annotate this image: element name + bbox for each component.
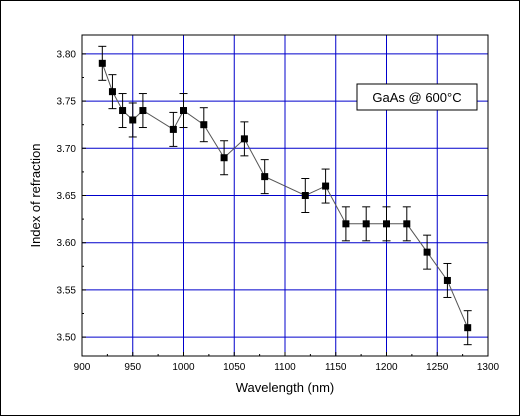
data-point bbox=[301, 178, 310, 213]
data-marker bbox=[98, 59, 106, 67]
data-marker bbox=[423, 248, 431, 256]
data-point bbox=[128, 102, 137, 138]
data-marker bbox=[108, 88, 116, 96]
series bbox=[98, 45, 472, 346]
y-tick-label: 3.60 bbox=[57, 238, 77, 249]
grid bbox=[81, 35, 489, 356]
data-point bbox=[240, 121, 249, 157]
data-marker bbox=[301, 192, 309, 199]
y-tick-label: 3.80 bbox=[57, 49, 77, 60]
legend: GaAs @ 600°C bbox=[356, 83, 478, 111]
data-point bbox=[382, 206, 391, 242]
data-marker bbox=[403, 220, 411, 228]
x-axis-title: Wavelength (nm) bbox=[236, 380, 335, 395]
y-tick-label: 3.75 bbox=[57, 97, 77, 108]
data-point bbox=[443, 262, 452, 298]
data-point bbox=[463, 310, 472, 346]
data-point bbox=[179, 93, 188, 129]
x-tick-label: 900 bbox=[74, 362, 91, 373]
legend-box bbox=[356, 83, 478, 111]
data-point bbox=[220, 140, 229, 176]
data-marker bbox=[200, 121, 208, 129]
x-tick-label: 1300 bbox=[477, 362, 500, 373]
data-marker bbox=[362, 220, 370, 228]
y-tick-label: 3.65 bbox=[57, 191, 77, 202]
data-marker bbox=[443, 276, 451, 284]
data-point bbox=[362, 206, 371, 242]
y-tick-label: 3.50 bbox=[57, 333, 77, 344]
data-point bbox=[402, 206, 411, 242]
data-point bbox=[138, 93, 147, 129]
x-tick-label: 1100 bbox=[274, 362, 296, 373]
x-tick-label: 1150 bbox=[325, 362, 347, 373]
data-marker bbox=[464, 324, 472, 332]
data-marker bbox=[180, 107, 187, 115]
data-marker bbox=[220, 154, 228, 162]
x-tick-label: 1200 bbox=[375, 362, 398, 373]
data-point bbox=[98, 45, 107, 81]
data-point bbox=[423, 234, 432, 270]
data-point bbox=[321, 168, 330, 204]
data-marker bbox=[322, 182, 330, 190]
x-tick-label: 1250 bbox=[426, 362, 449, 373]
data-marker bbox=[129, 116, 137, 124]
legend-label: GaAs @ 600°C bbox=[372, 90, 461, 105]
y-tick-label: 3.55 bbox=[57, 285, 77, 296]
data-marker bbox=[342, 220, 350, 228]
y-tick-label: 3.70 bbox=[57, 144, 77, 155]
data-marker bbox=[261, 173, 269, 181]
data-marker bbox=[383, 220, 390, 228]
ticks: 900 950 1000 1050 1100 1150 1200 1250 1300 3.50 3.… bbox=[57, 49, 500, 373]
data-point bbox=[118, 93, 127, 129]
y-axis-title: Index of refraction bbox=[28, 143, 43, 247]
data-point bbox=[341, 206, 350, 242]
data-marker bbox=[119, 107, 127, 115]
x-tick-label: 950 bbox=[124, 362, 141, 373]
data-point bbox=[169, 111, 178, 147]
data-point bbox=[199, 107, 208, 143]
x-tick-label: 1050 bbox=[223, 362, 246, 373]
data-marker bbox=[139, 107, 147, 115]
data-point bbox=[108, 74, 117, 110]
data-point bbox=[260, 159, 269, 195]
data-marker bbox=[169, 125, 177, 133]
x-tick-label: 1000 bbox=[172, 362, 195, 373]
data-marker bbox=[240, 135, 248, 143]
